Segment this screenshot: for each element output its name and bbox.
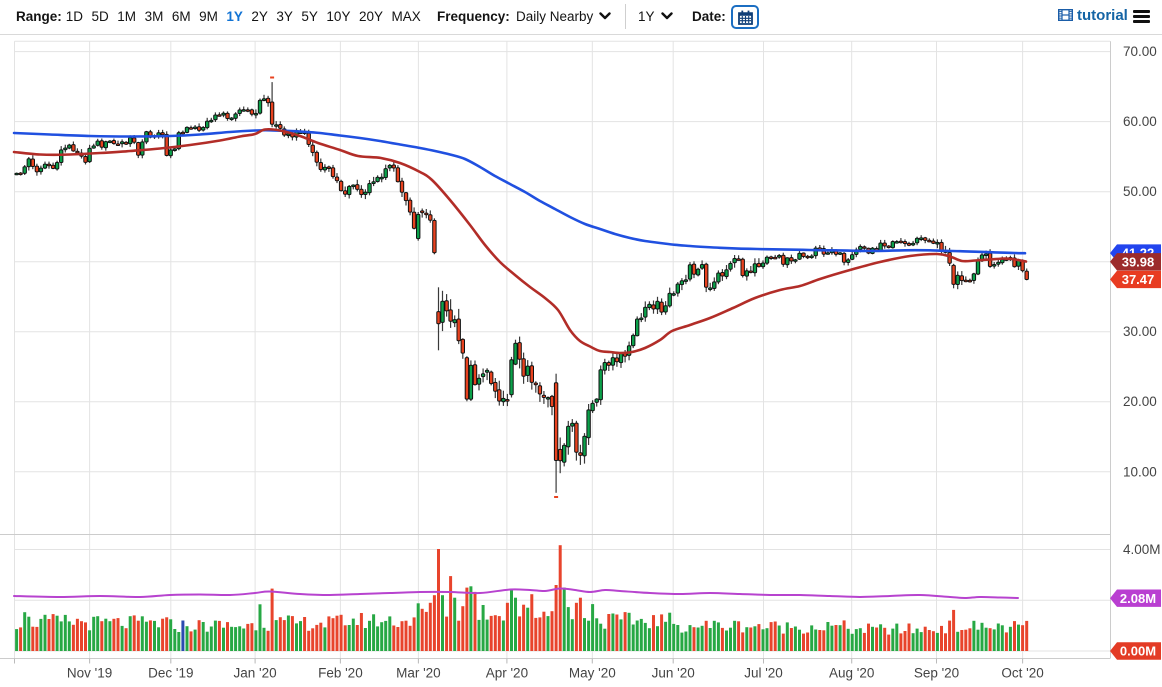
svg-text:4.00M: 4.00M <box>1123 542 1161 557</box>
svg-text:Nov '19: Nov '19 <box>67 666 112 681</box>
svg-text:Feb '20: Feb '20 <box>318 666 363 681</box>
svg-text:Dec '19: Dec '19 <box>148 666 193 681</box>
svg-text:Jun '20: Jun '20 <box>652 666 695 681</box>
svg-text:37.47: 37.47 <box>1122 272 1155 287</box>
svg-text:2.08M: 2.08M <box>1120 591 1156 606</box>
svg-text:39.98: 39.98 <box>1122 254 1155 269</box>
svg-text:Sep '20: Sep '20 <box>914 666 959 681</box>
svg-text:May '20: May '20 <box>569 666 616 681</box>
svg-text:0.00M: 0.00M <box>1120 644 1156 659</box>
svg-text:70.00: 70.00 <box>1123 44 1157 59</box>
svg-text:Apr '20: Apr '20 <box>486 666 528 681</box>
svg-text:30.00: 30.00 <box>1123 324 1157 339</box>
svg-text:Oct '20: Oct '20 <box>1001 666 1043 681</box>
svg-text:Aug '20: Aug '20 <box>829 666 874 681</box>
svg-text:Mar '20: Mar '20 <box>396 666 441 681</box>
svg-text:Jul '20: Jul '20 <box>744 666 783 681</box>
svg-text:60.00: 60.00 <box>1123 114 1157 129</box>
svg-text:20.00: 20.00 <box>1123 394 1157 409</box>
svg-text:Jan '20: Jan '20 <box>234 666 277 681</box>
svg-text:50.00: 50.00 <box>1123 184 1157 199</box>
svg-text:10.00: 10.00 <box>1123 464 1157 479</box>
